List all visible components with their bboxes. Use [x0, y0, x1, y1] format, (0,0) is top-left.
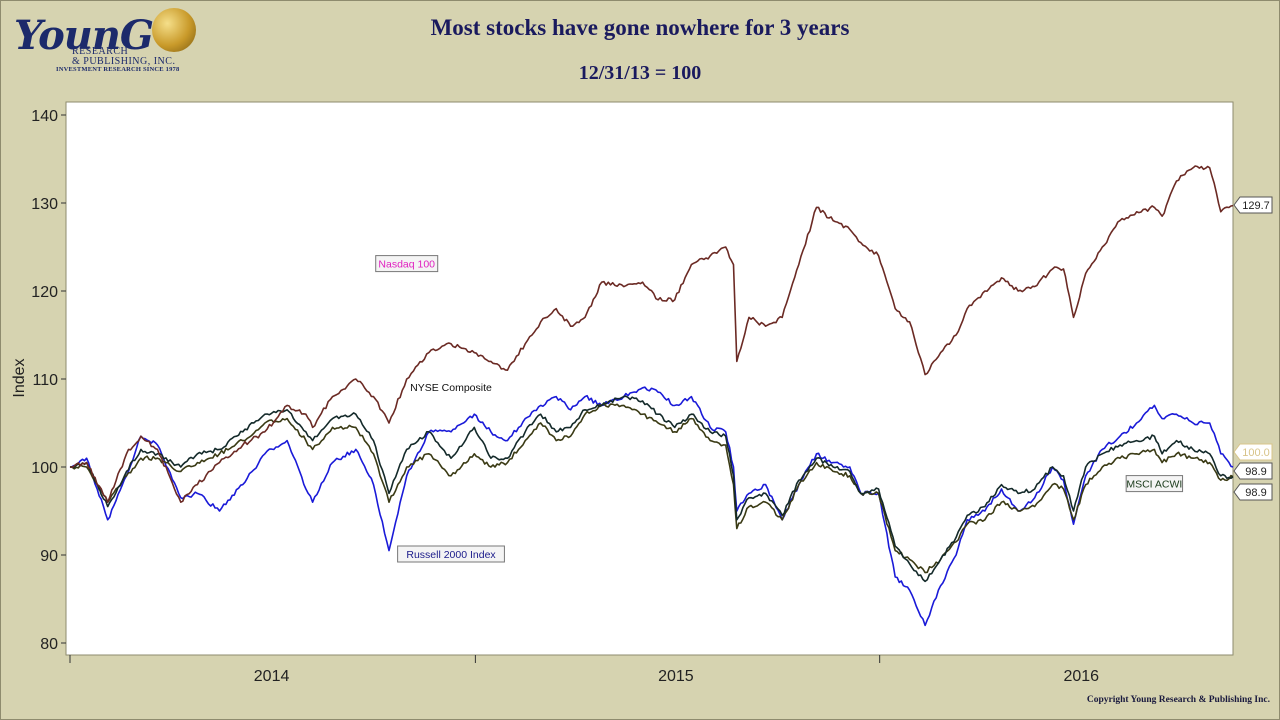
series-label-box [397, 545, 505, 563]
chart-subtitle: 12/31/13 = 100 [578, 62, 702, 84]
y-tick-label: 130 [31, 196, 58, 213]
y-tick-label: 140 [31, 108, 58, 125]
logo-line-2: & PUBLISHING, INC. [72, 56, 176, 67]
series-label: MSCI ACWI [1126, 479, 1182, 491]
series-label-box [1125, 475, 1184, 493]
x-tick-label: 2014 [254, 668, 290, 685]
series-label-box [375, 255, 439, 273]
plot-area [65, 101, 1234, 656]
y-tick-label: 90 [40, 548, 58, 565]
y-tick-label: 80 [40, 636, 58, 653]
x-tick-label: 2015 [658, 668, 694, 685]
series-label: Nasdaq 100 [378, 259, 435, 271]
logo-tagline: INVESTMENT RESEARCH SINCE 1978 [56, 66, 180, 73]
end-value-tag [1233, 196, 1273, 214]
end-value-tag [1233, 462, 1273, 480]
company-logo: YounG RESEARCH & PUBLISHING, INC. INVEST… [14, 6, 204, 78]
series-line-msci-acwi [69, 403, 1234, 574]
end-value-label: 98.9 [1245, 466, 1266, 478]
end-value-label: 98.9 [1245, 487, 1266, 499]
y-tick-label: 100 [31, 460, 58, 477]
series-line-nasdaq-100 [69, 165, 1234, 503]
end-value-tag [1233, 483, 1273, 501]
logo-wordmark: YounG [14, 12, 154, 59]
end-value-label: 129.7 [1242, 200, 1270, 212]
logo-line-1: RESEARCH [72, 46, 129, 57]
x-tick-label: 2016 [1063, 668, 1099, 685]
end-value-tag [1233, 443, 1273, 461]
chart-title: Most stocks have gone nowhere for 3 year… [430, 15, 850, 40]
series-line-russell-2000-index [69, 386, 1234, 627]
y-axis-label: Index [11, 358, 28, 397]
globe-icon [152, 8, 196, 52]
end-value-label: 100.0 [1242, 447, 1270, 459]
series-line-nyse-composite [69, 395, 1234, 583]
series-label: Russell 2000 Index [406, 549, 496, 561]
series-label: NYSE Composite [410, 382, 492, 394]
copyright-notice: Copyright Young Research & Publishing In… [1086, 695, 1270, 705]
y-tick-label: 120 [31, 284, 58, 301]
y-tick-label: 110 [32, 372, 58, 389]
